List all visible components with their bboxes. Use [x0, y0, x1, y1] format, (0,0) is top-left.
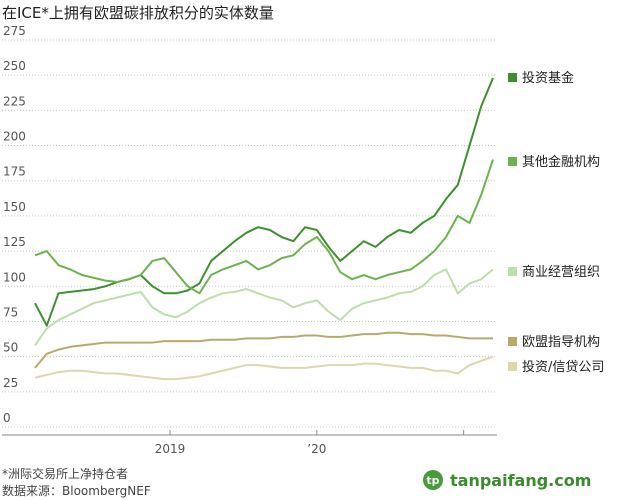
- legend-swatch: [508, 73, 517, 82]
- series-line: [34, 355, 494, 381]
- y-tick-label: 50: [3, 341, 18, 355]
- footnote: *洲际交易所上净持仓者: [2, 466, 128, 481]
- series-line: [34, 331, 493, 369]
- y-tick-label: 250: [3, 59, 26, 73]
- legend-swatch: [508, 267, 517, 276]
- legend-label: 投资/信贷公司: [522, 359, 604, 375]
- series-line: [34, 159, 494, 295]
- legend-label: 商业经营组织: [522, 265, 600, 280]
- y-tick-label: 125: [3, 235, 26, 249]
- legend-swatch: [508, 157, 517, 166]
- watermark: tanpaifang.com: [450, 471, 591, 490]
- y-tick-label: 25: [3, 376, 18, 390]
- y-tick-label: 275: [3, 24, 26, 38]
- legend-label: 其他金融机构: [522, 154, 600, 170]
- y-tick-label: 200: [3, 130, 26, 144]
- logo: [423, 470, 443, 490]
- series-line: [34, 77, 494, 327]
- chart-title: 在ICE*上拥有欧盟碳排放积分的实体数量: [2, 4, 274, 22]
- legend-swatch: [508, 362, 517, 371]
- y-tick-label: 175: [3, 165, 26, 179]
- source: 数据来源：BloombergNEF: [2, 483, 151, 498]
- logo-letter: tp: [426, 474, 439, 487]
- y-tick-label: 100: [3, 270, 26, 284]
- x-tick-label: 2019: [155, 442, 186, 456]
- x-tick-label: ’20: [307, 442, 326, 456]
- y-tick-label: 0: [3, 411, 11, 425]
- legend-label: 投资基金: [522, 70, 574, 86]
- legend-label: 欧盟指导机构: [522, 335, 600, 350]
- y-tick-label: 75: [3, 305, 18, 319]
- y-tick-label: 150: [3, 200, 26, 214]
- legend-swatch: [508, 337, 517, 346]
- series-line: [34, 268, 494, 346]
- y-tick-label: 225: [3, 94, 26, 108]
